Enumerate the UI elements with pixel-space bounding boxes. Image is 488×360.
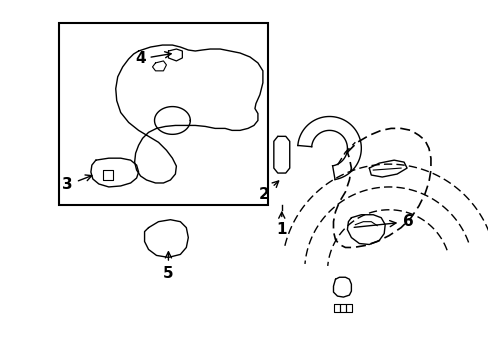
Text: 4: 4	[135, 51, 171, 67]
Text: 2: 2	[258, 181, 278, 202]
Bar	[59, 23, 267, 205]
Text: 6: 6	[353, 214, 413, 229]
Text: 5: 5	[163, 252, 173, 281]
Text: 3: 3	[62, 175, 92, 193]
Text: 1: 1	[276, 212, 286, 237]
